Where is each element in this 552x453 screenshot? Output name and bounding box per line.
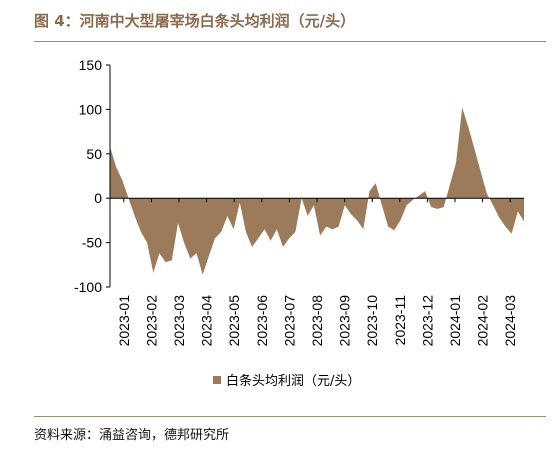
- x-tick-label: 2023-06: [254, 295, 270, 347]
- x-tick-label: 2023-03: [171, 295, 187, 347]
- plot-layer: [110, 107, 524, 275]
- x-tick-label: 2023-01: [116, 295, 132, 347]
- y-axis: 150 100 50 0 -50 -100: [74, 57, 111, 295]
- x-tick-label: 2023-04: [199, 295, 215, 347]
- source-divider: [34, 416, 546, 417]
- x-tick-label: 2023-10: [364, 295, 380, 347]
- x-tick-label: 2023-08: [309, 295, 325, 347]
- x-tick-label: 2023-02: [143, 295, 159, 347]
- legend: 白条头均利润（元/头）: [213, 373, 360, 389]
- x-tick-label: 2024-02: [475, 295, 491, 347]
- y-tick-label: -50: [82, 235, 102, 251]
- y-tick-label: 150: [79, 57, 103, 73]
- source-note: 资料来源：涌益咨询，德邦研究所: [34, 428, 230, 443]
- x-axis: 2023-01 2023-02 2023-03 2023-04 2023-05 2023-…: [110, 197, 524, 347]
- x-tick-label: 2023-07: [281, 295, 297, 347]
- x-tick-label: 2023-09: [337, 295, 353, 347]
- profit-area: [110, 107, 524, 275]
- legend-swatch: [213, 376, 221, 384]
- y-tick-label: -100: [74, 279, 102, 295]
- y-tick-label: 100: [79, 101, 103, 117]
- title-divider: [34, 41, 546, 42]
- y-tick-label: 0: [94, 190, 102, 206]
- x-tick-label: 2024-03: [502, 295, 518, 347]
- x-tick-label: 2024-01: [447, 295, 463, 347]
- y-tick-label: 50: [86, 146, 102, 162]
- x-tick-label: 2023-12: [419, 295, 435, 347]
- legend-label: 白条头均利润（元/头）: [226, 373, 360, 389]
- chart-title: 图 4：河南中大型屠宰场白条头均利润（元/头）: [34, 12, 356, 30]
- x-tick-label: 2023-05: [226, 295, 242, 347]
- x-tick-label: 2023-11: [392, 295, 408, 346]
